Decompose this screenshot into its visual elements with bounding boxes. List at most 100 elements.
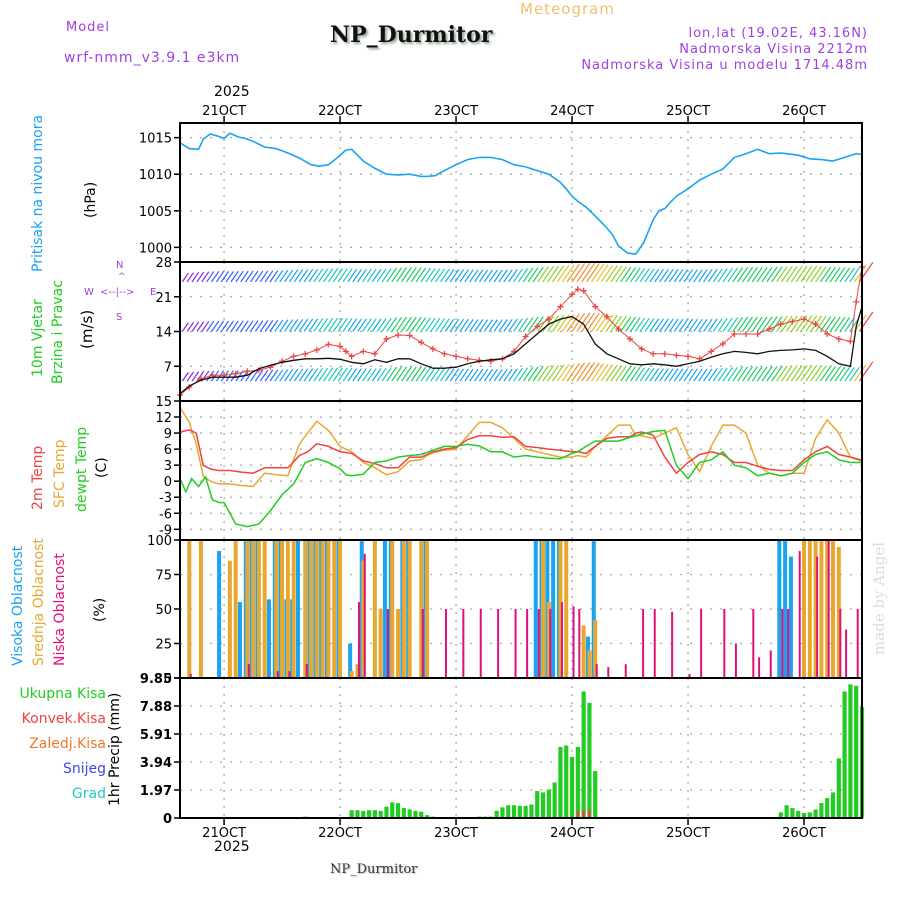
cloud-bar-niska-oblacnost bbox=[462, 609, 465, 678]
panel-frame-temperature bbox=[179, 400, 863, 541]
wind-barb bbox=[781, 365, 793, 382]
wind-barb bbox=[220, 320, 230, 332]
wind-barb bbox=[293, 368, 304, 382]
wind-barb bbox=[181, 272, 189, 283]
wind-barb bbox=[654, 318, 664, 332]
wind-barb bbox=[600, 364, 614, 382]
cloud-bar-srednja-oblacnost bbox=[227, 560, 232, 678]
cloud-bar-niska-oblacnost bbox=[723, 609, 726, 678]
wind-barb bbox=[342, 268, 353, 283]
precip-bar-ukupna-kisa bbox=[825, 798, 830, 818]
wind-barb bbox=[819, 316, 832, 332]
wind-barb bbox=[712, 367, 723, 382]
top-xtick-label: 25OCT bbox=[666, 104, 710, 119]
wind-barb bbox=[474, 319, 484, 332]
wind-barb bbox=[629, 317, 641, 332]
wind-barb bbox=[201, 320, 210, 332]
wind-barb bbox=[410, 366, 422, 382]
precip-bar-ukupna-kisa bbox=[540, 792, 546, 818]
wind-barb bbox=[366, 368, 377, 382]
wind-barb bbox=[571, 263, 586, 283]
cloud-bar-srednja-oblacnost bbox=[291, 540, 296, 678]
cloud-bar-srednja-oblacnost bbox=[546, 602, 551, 678]
wind-gust-marker bbox=[441, 350, 448, 357]
wind-barb bbox=[386, 366, 398, 382]
wind-barb bbox=[771, 365, 783, 382]
ytick-label-precip: 7.88 bbox=[140, 700, 172, 715]
precip-bar-ukupna-kisa bbox=[581, 691, 586, 818]
wind-barb bbox=[552, 265, 565, 283]
wind-barb bbox=[819, 266, 832, 283]
wind-barb bbox=[405, 316, 417, 332]
wind-barb bbox=[220, 370, 230, 382]
wind-barb bbox=[722, 367, 733, 382]
wind-barb bbox=[649, 268, 660, 283]
cloud-bar-visoka-oblacnost bbox=[788, 556, 793, 678]
wind-barb bbox=[230, 270, 239, 283]
wind-barb bbox=[337, 268, 348, 283]
wind-barb bbox=[605, 364, 618, 382]
cloud-bar-srednja-oblacnost bbox=[541, 540, 546, 678]
wind-barb bbox=[532, 365, 544, 382]
cloud-bar-visoka-oblacnost bbox=[237, 602, 242, 678]
cloud-bar-niska-oblacnost bbox=[363, 553, 366, 678]
wind-barb bbox=[673, 368, 684, 382]
wind-barb bbox=[532, 266, 544, 283]
wind-barb bbox=[386, 267, 398, 283]
wind-barb bbox=[600, 314, 614, 332]
cloud-bar-niska-oblacnost bbox=[247, 664, 250, 678]
wind-barb bbox=[566, 313, 580, 332]
cloud-bar-visoka-oblacnost bbox=[551, 540, 556, 678]
wind-barb bbox=[556, 264, 570, 283]
wind-gust-marker bbox=[371, 350, 378, 357]
cloud-bar-srednja-oblacnost bbox=[390, 540, 395, 678]
wind-barb bbox=[391, 267, 403, 283]
bottom-xtick-label: 22OCT bbox=[318, 826, 362, 841]
wind-barb bbox=[605, 314, 618, 332]
wind-barb bbox=[308, 318, 319, 332]
ytick-label-precip: 0 bbox=[163, 812, 172, 827]
compass-arrows: ^ bbox=[118, 272, 126, 282]
wind-barb bbox=[288, 368, 299, 382]
bottom-xtick-label: 21OCT bbox=[202, 826, 246, 841]
precip-bar-ukupna-kisa bbox=[819, 803, 824, 818]
wind-barb bbox=[790, 365, 803, 382]
wind-barb bbox=[181, 372, 189, 382]
wind-barb bbox=[196, 321, 205, 332]
wind-barb bbox=[586, 263, 600, 283]
wind-barb bbox=[517, 268, 529, 283]
wind-barb bbox=[405, 366, 417, 382]
wind-barb bbox=[595, 314, 609, 332]
precip-bar-ukupna-kisa bbox=[419, 811, 424, 818]
ytick-label-wind: 21 bbox=[155, 291, 172, 306]
wind-gust-marker bbox=[789, 318, 796, 325]
wind-barb bbox=[615, 365, 627, 382]
wind-barb bbox=[600, 264, 614, 283]
wind-barb bbox=[561, 363, 575, 382]
wind-barb bbox=[459, 269, 469, 283]
wind-barb bbox=[284, 319, 294, 332]
wind-barb bbox=[629, 366, 641, 382]
wind-barb bbox=[810, 265, 822, 283]
cloud-bar-niska-oblacnost bbox=[444, 609, 447, 678]
wind-barb bbox=[425, 317, 436, 332]
top-year-label: 2025 bbox=[214, 84, 250, 100]
cloud-bar-niska-oblacnost bbox=[288, 671, 291, 678]
precip-bar-ukupna-kisa bbox=[575, 746, 580, 818]
wind-gust-marker bbox=[348, 353, 355, 360]
wind-barb bbox=[732, 316, 744, 332]
ytick-label-temperature: -3 bbox=[159, 491, 172, 506]
wind-barb bbox=[654, 268, 664, 283]
wind-barb bbox=[303, 368, 314, 382]
wind-barb bbox=[707, 368, 718, 382]
wind-barb bbox=[771, 316, 783, 332]
wind-barb bbox=[659, 368, 669, 382]
bottom-xtick-label: 23OCT bbox=[434, 826, 478, 841]
wind-barb bbox=[571, 362, 586, 382]
wind-barb bbox=[712, 318, 723, 332]
precip-bar-ukupna-kisa bbox=[413, 810, 418, 818]
precip-bar-ukupna-kisa bbox=[830, 792, 836, 818]
wind-barb bbox=[815, 266, 827, 283]
wind-barb bbox=[693, 269, 703, 283]
cloud-bar-niska-oblacnost bbox=[752, 609, 755, 678]
